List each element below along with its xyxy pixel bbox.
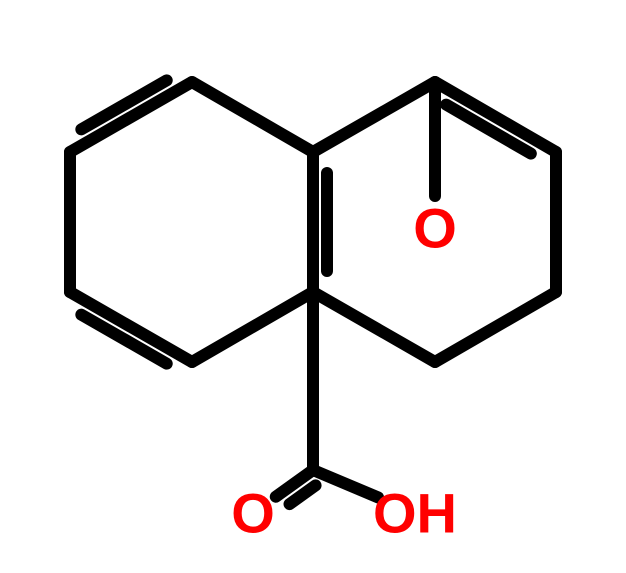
o-atom-label: O: [231, 482, 275, 545]
molecule-diagram: O O OH: [0, 0, 626, 573]
o-atom-label: O: [413, 197, 457, 260]
o-atom-label: OH: [373, 482, 457, 545]
